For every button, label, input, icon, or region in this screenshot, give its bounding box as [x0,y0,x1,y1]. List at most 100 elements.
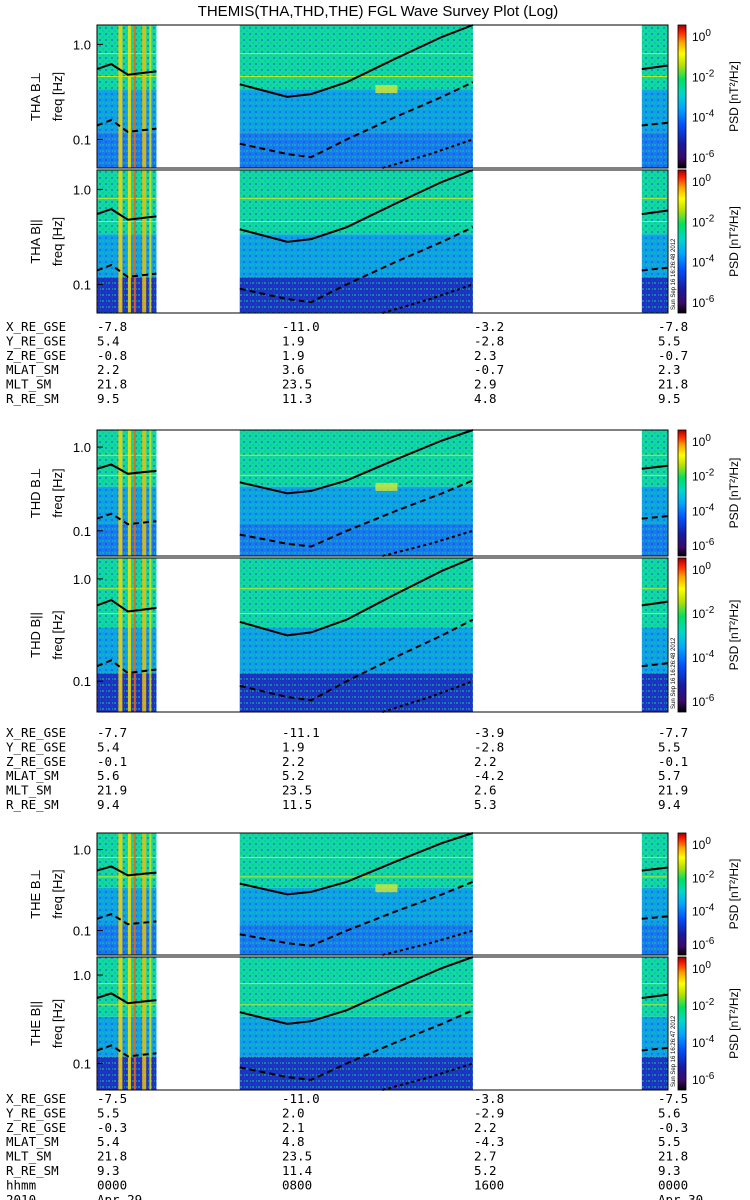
colorbar [677,429,687,557]
ephemeris-value: 1.9 [282,333,305,348]
ephemeris-value: -11.0 [282,1091,320,1106]
panel-label: THA B⊥ [28,72,43,121]
ephemeris-row-label: Y_RE_GSE [6,1105,66,1120]
broadband-burst [127,170,131,313]
ephemeris-value: 2.2 [474,1120,497,1135]
ephemeris-table: X_RE_GSE -7.8 -11.0 -3.2 -7.8 Y_RE_GSE 5.4 1.9 -… [6,319,688,406]
broadband-burst [149,558,152,712]
ephemeris-value: 5.2 [282,768,305,783]
ephemeris-value: 11.4 [282,1163,312,1178]
ephemeris-value: 5.4 [97,333,120,348]
ephemeris-value: -7.8 [97,319,127,334]
broadband-burst [118,430,123,556]
panel-frame [96,429,669,557]
broadband-burst [142,558,147,712]
ephemeris-row-label: MLT_SM [6,783,51,798]
broadband-burst [127,25,131,168]
colorbar-tick-label: 10-6 [692,537,715,553]
y-tick-label: 0.1 [73,1056,91,1071]
ephemeris-value: 5.4 [97,739,120,754]
solid-frequency-curve [96,956,669,1025]
broadband-burst [142,957,147,1090]
ephemeris-value: 23.5 [282,783,312,798]
panel-label: THA B|| [28,219,43,263]
spectrogram-texture [641,833,668,955]
broadband-burst [118,957,123,1090]
spectrogram-texture [641,430,668,556]
colorbar-tick-label: 100 [692,28,711,44]
colorbar-tick-label: 100 [692,960,711,976]
ephemeris-value: -7.5 [658,1091,688,1106]
ephemeris-row-label: Y_RE_GSE [6,739,66,754]
colorbar-tick-label: 10-2 [692,68,715,84]
spectrogram-texture [239,25,473,168]
colorbar-tick-label: 10-2 [692,213,715,229]
ephemeris-value: 5.6 [97,768,120,783]
panel-frame [96,169,669,314]
dotted-frequency-curve [382,929,474,956]
panel-label: THE B|| [28,1001,43,1046]
ephemeris-value: 11.3 [282,391,312,406]
spectrogram-texture [641,25,668,168]
spectrogram-texture [641,170,668,313]
solid-frequency-curve [96,24,669,98]
ephemeris-row-label: R_RE_SM [6,797,59,812]
ephemeris-value: 21.9 [97,783,127,798]
ephemeris-value: 5.5 [658,333,681,348]
ephemeris-value: 5.3 [474,797,497,812]
y-tick-label: 0.1 [73,132,91,147]
spectrogram-texture [641,558,668,712]
ephemeris-value: 2.3 [474,348,497,363]
spectrogram-texture [239,170,473,313]
ephemeris-value: 23.5 [282,377,312,392]
colorbar-tick-label: 10-6 [692,936,715,952]
y-tick-label: 1.0 [73,440,91,455]
dotted-frequency-curve [382,283,474,314]
broadband-burst [118,833,123,955]
ephemeris-value: -0.1 [658,754,688,769]
ephemeris-value: 5.5 [658,1134,681,1149]
ephemeris-value: 2.6 [474,783,497,798]
dashed-frequency-curve [96,618,669,702]
ephemeris-row-label: X_RE_GSE [6,319,66,334]
spectrogram-texture [239,833,473,955]
colorbar-label: PSD [nT²/Hz] [727,206,741,277]
ephemeris-value: -0.7 [658,348,688,363]
broadband-burst [149,957,152,1090]
broadband-burst [142,170,147,313]
ephemeris-value: -7.7 [97,725,127,740]
y-tick-label: 1.0 [73,843,91,858]
dashed-frequency-curve [96,81,669,159]
ephemeris-table: X_RE_GSE -7.5 -11.0 -3.8 -7.5 Y_RE_GSE 5.5 2.0 -… [6,1091,688,1178]
ephemeris-row-label: MLAT_SM [6,768,59,783]
spectrogram-texture [97,833,157,955]
colorbar-tick-label: 10-2 [692,869,715,885]
y-axis-label: freq [Hz] [50,468,65,517]
broadband-burst [142,430,147,556]
ephemeris-row-label: R_RE_SM [6,391,59,406]
colorbar [677,557,687,713]
emission-patch [375,85,398,94]
dashed-frequency-curve [96,1009,669,1081]
ephemeris-value: Apr 29 [97,1192,142,1200]
y-tick-label: 0.1 [73,674,91,689]
colorbar-label: PSD [nT²/Hz] [727,61,741,132]
panel-label: THD B⊥ [28,468,43,518]
ephemeris-value: 21.8 [658,1149,688,1164]
ephemeris-value: 5.7 [658,768,681,783]
ephemeris-row-label: Y_RE_GSE [6,333,66,348]
broadband-burst [118,170,123,313]
ephemeris-value: 21.8 [97,377,127,392]
ephemeris-value: 9.4 [97,797,120,812]
panel-label: THD B|| [28,612,43,658]
ephemeris-row-label: Z_RE_GSE [6,348,66,363]
y-tick-label: 0.1 [73,277,91,292]
ephemeris-value: 0800 [282,1177,312,1192]
ephemeris-value: 9.5 [658,391,681,406]
ephemeris-value: -3.9 [474,725,504,740]
spectrogram-panel: 1.0 0.1 THE B⊥ freq [Hz] 100 10-2 10-4 10-6 PSD … [28,832,741,956]
solid-frequency-curve [96,169,669,243]
broadband-burst [133,430,136,556]
ephemeris-value: 23.5 [282,1149,312,1164]
emission-patch [375,482,398,491]
